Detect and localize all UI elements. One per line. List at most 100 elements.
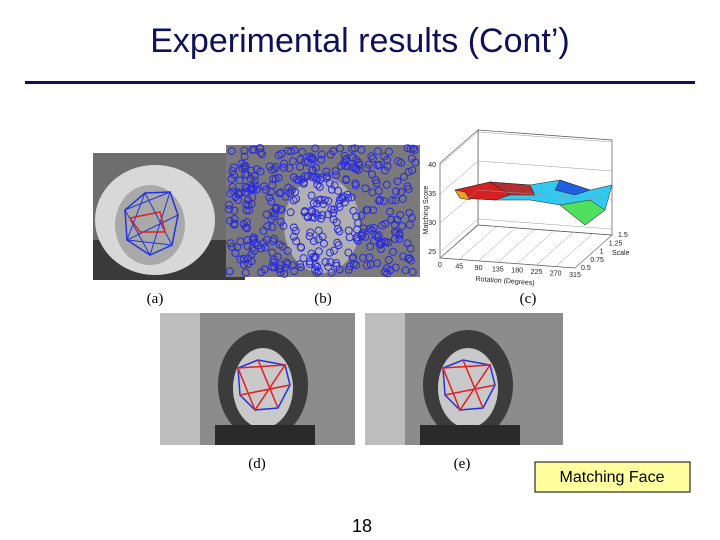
feature-point: [270, 212, 279, 221]
feature-point: [241, 268, 250, 277]
feature-point: [225, 267, 234, 276]
feature-point: [326, 150, 335, 159]
feature-point: [323, 172, 332, 181]
grid-line: [439, 160, 479, 195]
feature-point: [367, 226, 376, 235]
feature-point: [303, 212, 312, 221]
feature-point: [354, 166, 363, 175]
feature-point: [319, 239, 328, 248]
surface-plot: 40 35 30 250 45 90 135 180 225 270 315 1.51.25 10.75…: [423, 129, 630, 287]
feature-point: [339, 192, 348, 201]
feature-point: [389, 247, 398, 256]
feature-point: [381, 166, 390, 175]
feature-point: [372, 179, 381, 188]
feature-point: [361, 232, 370, 241]
feature-point: [297, 175, 306, 184]
feature-point: [373, 259, 382, 268]
feature-point: [225, 205, 234, 214]
feature-point: [228, 167, 237, 176]
feature-point: [352, 212, 361, 221]
grid-line: [439, 224, 478, 259]
x-tick-label: 270: [550, 271, 562, 278]
feature-point: [247, 166, 256, 175]
feature-point: [357, 211, 366, 220]
grid-line: [478, 227, 516, 262]
grid-line: [477, 131, 613, 143]
feature-point: [313, 180, 322, 189]
feature-point: [268, 237, 277, 246]
feature-point: [250, 176, 259, 185]
feature-point: [229, 187, 238, 196]
feature-point: [333, 224, 342, 233]
feature-point: [330, 246, 339, 255]
feature-point: [241, 223, 250, 232]
feature-point: [269, 175, 278, 184]
feature-point: [269, 258, 278, 267]
grid-line: [439, 131, 479, 166]
feature-point: [365, 253, 374, 262]
feature-point: [359, 253, 368, 262]
feature-point: [344, 265, 353, 274]
feature-point: [265, 193, 274, 202]
feature-point: [298, 148, 307, 157]
caption: (b): [314, 291, 332, 307]
y-axis-label: Matching Score: [423, 186, 430, 235]
feature-point: [334, 186, 343, 195]
feature-point: [228, 183, 237, 192]
feature-point: [406, 144, 415, 153]
feature-point: [240, 146, 249, 155]
feature-point: [290, 146, 299, 155]
feature-point: [296, 162, 305, 171]
feature-point: [235, 176, 244, 185]
feature-point: [348, 254, 357, 263]
grid-line: [555, 233, 593, 267]
y-tick-label: 40: [428, 162, 436, 169]
feature-point: [332, 171, 341, 180]
feature-point: [268, 208, 277, 217]
photo-b: [225, 144, 420, 278]
feature-point: [274, 173, 283, 182]
feature-point: [335, 203, 344, 212]
grid-line: [477, 218, 613, 230]
feature-point: [290, 267, 299, 276]
feature-point: [243, 184, 252, 193]
feature-point: [361, 184, 370, 193]
feature-point: [239, 260, 248, 269]
z-tick-label: 1.5: [618, 232, 628, 239]
caption: (d): [248, 456, 266, 472]
grid-line: [497, 229, 536, 263]
feature-point: [314, 267, 323, 276]
feature-point: [306, 228, 315, 237]
feature-point: [231, 248, 240, 257]
feature-point: [393, 177, 402, 186]
feature-point: [324, 262, 333, 271]
feature-point: [244, 260, 253, 269]
grid-line: [477, 189, 613, 201]
feature-point: [299, 178, 308, 187]
feature-point: [300, 157, 309, 166]
feature-point: [385, 147, 394, 156]
feature-point: [275, 240, 284, 249]
feature-point: [313, 262, 322, 271]
feature-point: [353, 236, 362, 245]
feature-point: [288, 157, 297, 166]
feature-point: [277, 149, 286, 158]
feature-point: [261, 185, 270, 194]
feature-point: [280, 159, 289, 168]
y-tick-label: 25: [428, 249, 436, 256]
feature-point: [354, 158, 363, 167]
x-tick-label: 225: [531, 269, 543, 276]
feature-point: [284, 146, 293, 155]
feature-point: [407, 256, 416, 265]
feature-point: [265, 162, 274, 171]
feature-point: [275, 189, 284, 198]
feature-point: [268, 223, 277, 232]
feature-point: [370, 236, 379, 245]
feature-point: [273, 252, 282, 261]
feature-point: [239, 255, 248, 264]
feature-point: [388, 196, 397, 205]
feature-point: [256, 167, 265, 176]
feature-point: [229, 170, 238, 179]
feature-point: [344, 193, 353, 202]
feature-point: [375, 160, 384, 169]
